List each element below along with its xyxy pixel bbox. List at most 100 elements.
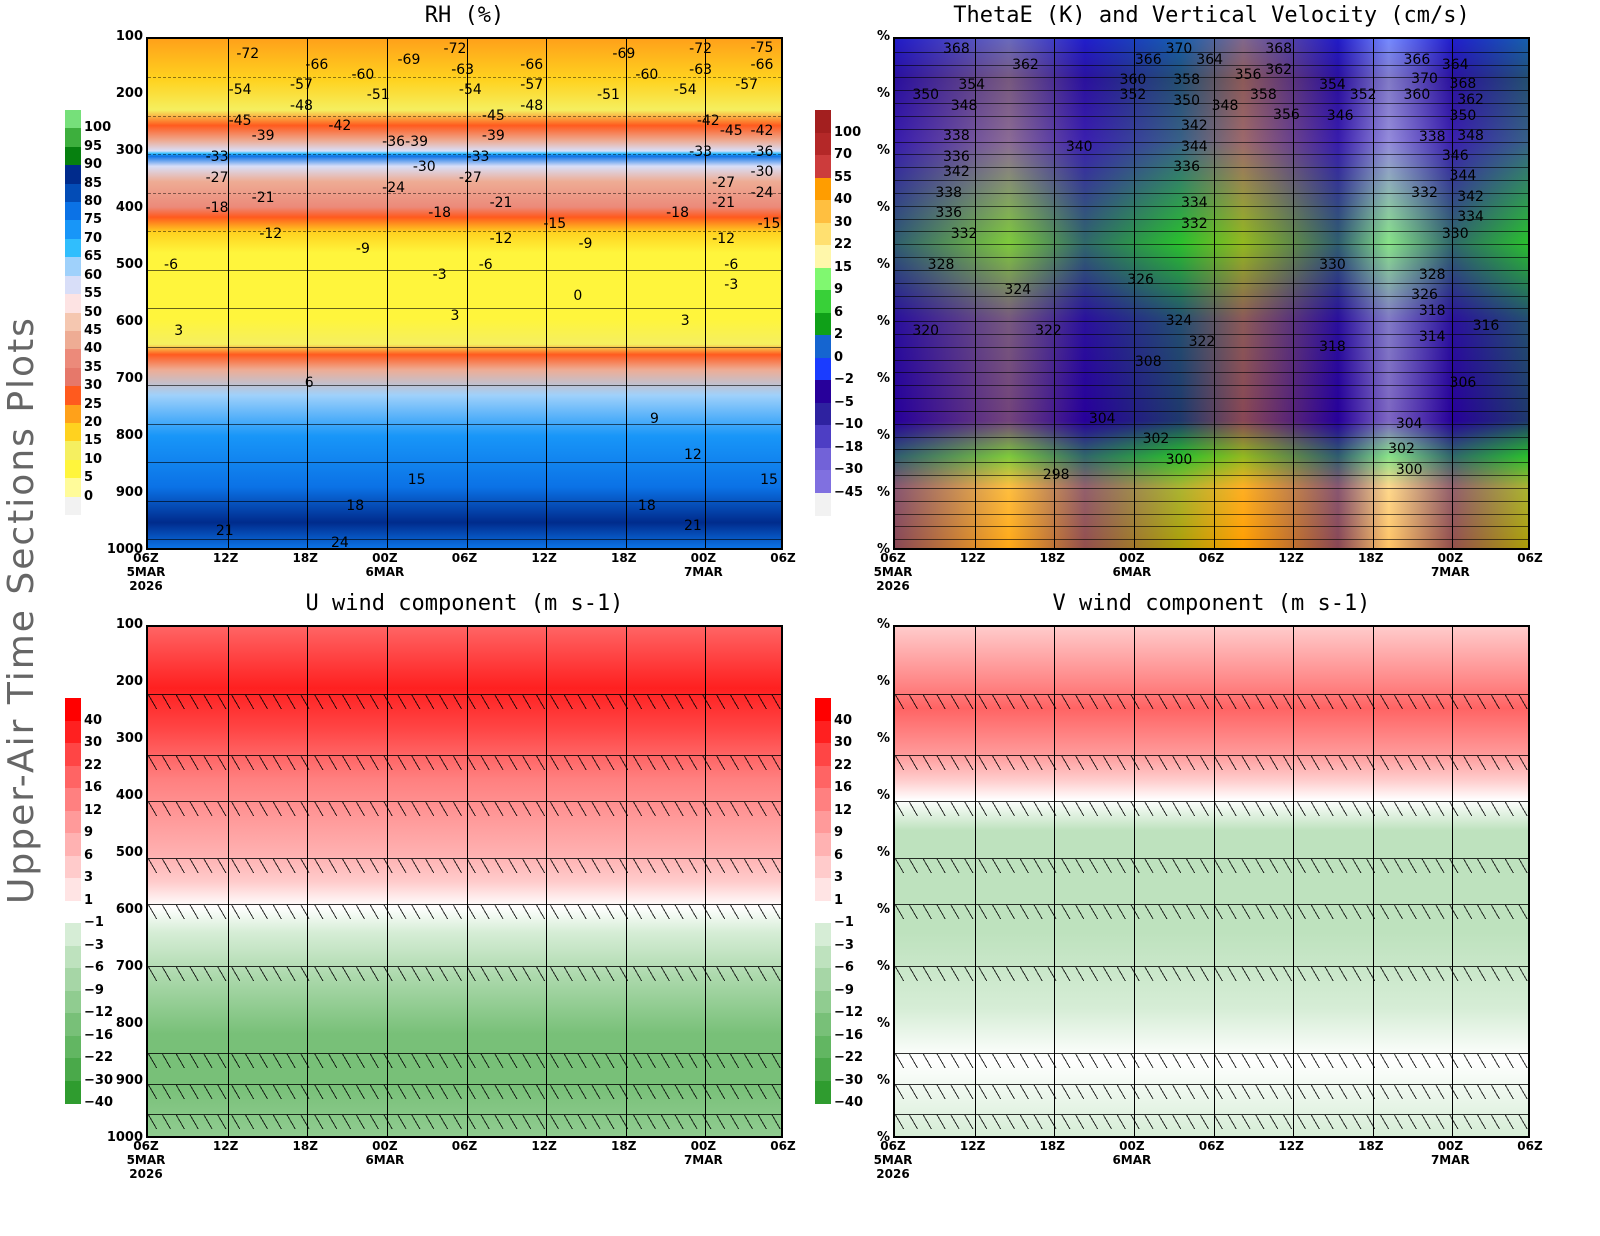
contour-label: -21 [251, 190, 275, 207]
colorbar-label: 20 [84, 414, 103, 430]
contour-label: 314 [1418, 328, 1446, 345]
contour-line [148, 269, 781, 271]
contour-line [895, 385, 1528, 387]
colorbar-label: 40 [834, 712, 853, 728]
contour-label: 302 [1142, 431, 1170, 448]
colorbar-label: 40 [84, 712, 103, 728]
contour-label: 358 [1173, 72, 1200, 89]
colorbar-swatch [815, 447, 831, 471]
colorbar-label: −16 [84, 1027, 113, 1043]
contour-label: 15 [407, 472, 426, 489]
contour-label: -30 [750, 164, 774, 181]
x-tick-label: 06Z [451, 551, 478, 565]
y-tick-label: 900 [115, 485, 143, 500]
x-tick-label: 06Z 5MAR 2026 [873, 1139, 913, 1181]
x-tick-label: 06Z [451, 1139, 478, 1153]
contour-label: -72 [236, 46, 260, 63]
colorbar-label: 22 [834, 757, 853, 773]
contour-line [895, 526, 1528, 528]
colorbar-label: 95 [84, 138, 103, 154]
colorbar-swatch [65, 1080, 81, 1104]
wind-barb-row [148, 965, 781, 981]
colorbar-swatch [65, 422, 81, 442]
colorbar-swatch [815, 833, 831, 856]
y-tick-label: 500 [115, 257, 143, 272]
contour-label: 338 [1418, 128, 1446, 145]
y-tick-label: % [876, 1130, 890, 1145]
time-gridline [1133, 39, 1135, 548]
colorbar-label: 9 [84, 825, 94, 840]
contour-line [895, 103, 1528, 105]
contour-label: -69 [397, 51, 421, 68]
colorbar-label: 6 [834, 304, 844, 320]
colorbar-swatch [815, 1013, 831, 1036]
colorbar-swatch [65, 478, 81, 498]
colorbar-label: 35 [84, 359, 103, 375]
contour-label: -21 [712, 195, 736, 212]
contour-label: -51 [597, 87, 620, 104]
contour-label: 18 [346, 497, 365, 514]
contour-label: 364 [1196, 51, 1224, 68]
contour-line [895, 500, 1528, 502]
colorbar-swatch [65, 257, 81, 277]
colorbar-swatch [65, 202, 81, 221]
time-gridline [227, 627, 229, 1136]
time-gridline [227, 39, 229, 548]
contour-line [895, 321, 1528, 323]
colorbar-swatch [815, 245, 831, 268]
time-gridline [386, 627, 388, 1136]
contour-line [895, 410, 1528, 412]
y-tick-label: % [876, 200, 890, 215]
contour-line [895, 449, 1528, 451]
colorbar-swatch [65, 238, 81, 258]
colorbar-swatch [65, 183, 81, 203]
colorbar-label: 16 [834, 780, 853, 795]
contour-label: -3 [724, 277, 739, 294]
contour-line [895, 487, 1528, 489]
contour-label: -42 [750, 123, 774, 140]
x-tick-label: 18Z [1358, 551, 1384, 565]
colorbar-swatch [65, 110, 81, 129]
contour-label: -12 [259, 225, 283, 242]
contour-label: 322 [1188, 333, 1216, 350]
colorbar-swatch [815, 200, 831, 223]
x-tick-label: 18Z [1358, 1139, 1384, 1153]
contour-line [148, 423, 781, 425]
y-tick-label: % [876, 428, 890, 443]
contour-line [148, 154, 781, 156]
colorbar-swatch [65, 404, 81, 424]
contour-label: 342 [943, 164, 970, 181]
contour-label: 326 [1411, 287, 1438, 304]
contour-line [895, 333, 1528, 335]
wind-barb-row [895, 693, 1528, 709]
contour-label: -18 [666, 205, 689, 222]
colorbar-swatch [815, 1080, 831, 1104]
contour-label: -63 [689, 61, 713, 78]
contour-label: -3 [432, 266, 447, 283]
y-tick-label: 900 [115, 1073, 143, 1088]
contour-label: -12 [712, 231, 736, 248]
colorbar-label: 12 [834, 802, 853, 818]
colorbar-label: −3 [834, 937, 854, 953]
colorbar-swatch [815, 290, 831, 313]
contour-label: 336 [1173, 158, 1200, 175]
x-tick-label: 12Z [959, 1139, 986, 1153]
wind-barb-row [895, 1114, 1528, 1130]
contour-label: 344 [1180, 138, 1208, 155]
x-tick-label: 18Z [1039, 551, 1065, 565]
contour-line [895, 269, 1528, 271]
y-tick-label: % [876, 371, 890, 386]
plot-area [893, 625, 1530, 1138]
wind-barb-row [895, 965, 1528, 981]
colorbar-swatch [65, 788, 81, 811]
contour-line [895, 513, 1528, 515]
contour-label: -36 [750, 143, 774, 160]
contour-label: 3 [450, 308, 460, 325]
y-tick-label: % [876, 29, 890, 44]
colorbar-label: −30 [834, 1072, 863, 1088]
colorbar-swatch [815, 810, 831, 834]
colorbar-swatch [65, 367, 81, 387]
colorbar-swatch [815, 155, 831, 178]
contour-label: -75 [750, 40, 774, 56]
y-tick-label: % [876, 902, 890, 917]
